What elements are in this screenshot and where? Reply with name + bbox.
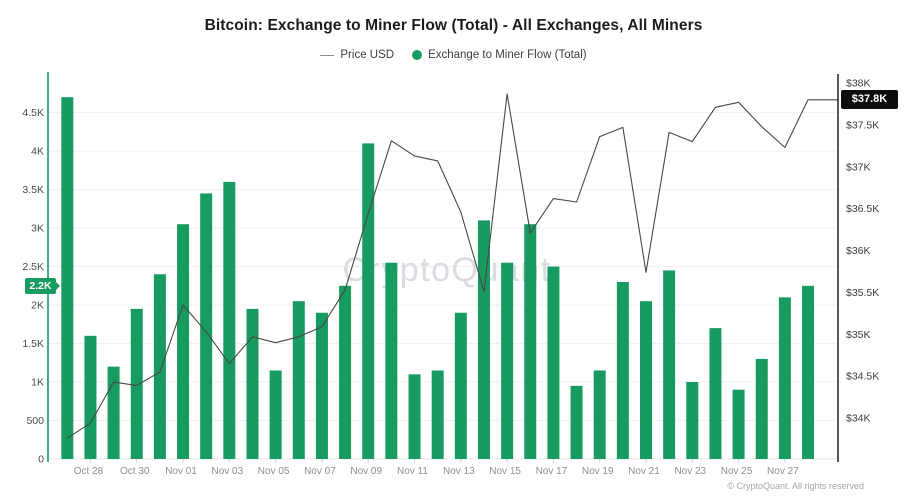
- flow-bar-nov-03[interactable]: [223, 181, 236, 459]
- right-axis-current-value-badge: $37.8K: [841, 90, 898, 110]
- flow-bar-nov-07[interactable]: [315, 312, 328, 459]
- x-axis-tick-label: Nov 19: [582, 466, 614, 477]
- right-axis-tick-label: $34K: [846, 413, 871, 425]
- chart-title: Bitcoin: Exchange to Miner Flow (Total) …: [204, 17, 703, 34]
- x-axis-tick-label: Nov 03: [211, 466, 243, 477]
- flow-bar-nov-15[interactable]: [501, 262, 514, 459]
- x-axis-tick-label: Nov 15: [489, 466, 521, 477]
- flow-bar-nov-17[interactable]: [547, 266, 560, 459]
- flow-bar-nov-21[interactable]: [640, 301, 652, 459]
- flow-bar-nov-13[interactable]: [454, 312, 467, 459]
- legend-item-flow[interactable]: Exchange to Miner Flow (Total): [412, 49, 587, 61]
- axis-labels: 0 500 1K 1.5K 2K 2.5K 3K 3.5K 4K 4.5K $34K $34.5K $3…: [22, 78, 879, 478]
- x-axis-tick-label: Nov 23: [674, 466, 706, 477]
- x-axis-tick-label: Nov 05: [258, 466, 290, 477]
- flow-bar-nov-19[interactable]: [593, 370, 606, 459]
- flow-bar-nov-16[interactable]: [524, 224, 537, 459]
- flow-bar-oct-31[interactable]: [153, 274, 166, 459]
- price-line-path[interactable]: [66, 93, 838, 439]
- legend: Price USD Exchange to Miner Flow (Total): [0, 49, 907, 61]
- right-axis-tick-label: $35K: [846, 329, 871, 341]
- x-axis-tick-label: Nov 07: [304, 466, 336, 477]
- flow-bar-nov-05[interactable]: [269, 370, 282, 459]
- flow-bar-nov-27[interactable]: [778, 297, 791, 459]
- x-axis-tick-label: Nov 25: [721, 466, 753, 477]
- left-axis-tick-label: 2.5K: [22, 261, 44, 273]
- flow-bar-nov-23[interactable]: [686, 382, 699, 459]
- left-axis-current-value-badge: 2.2K: [25, 277, 60, 294]
- flow-bar-nov-24[interactable]: [709, 328, 722, 459]
- right-axis-tick-label: $37K: [846, 161, 871, 173]
- legend-flow-label: Exchange to Miner Flow (Total): [428, 49, 587, 61]
- flow-bar-nov-20[interactable]: [616, 281, 629, 459]
- left-axis-tick-label: 3.5K: [22, 184, 44, 196]
- left-axis-tick-label: 1K: [31, 377, 44, 389]
- left-axis-tick-label: 0: [38, 454, 44, 466]
- right-axis-tick-label: $38K: [846, 78, 871, 90]
- flow-bar-oct-29[interactable]: [107, 366, 120, 459]
- left-axis-tick-label: 4.5K: [22, 107, 44, 119]
- flow-bar-nov-02[interactable]: [200, 193, 213, 459]
- right-axis-tick-label: $35.5K: [846, 287, 879, 299]
- flow-bar-nov-11[interactable]: [408, 374, 421, 459]
- flow-bar-nov-09[interactable]: [362, 143, 375, 459]
- flow-bar-nov-10[interactable]: [385, 262, 398, 459]
- x-axis-tick-label: Oct 28: [74, 466, 104, 477]
- copyright: © CryptoQuant. All rights reserved: [727, 481, 864, 491]
- flow-bar-nov-22[interactable]: [663, 270, 676, 459]
- flow-bar-oct-28[interactable]: [84, 335, 97, 459]
- legend-price-label: Price USD: [340, 49, 395, 61]
- x-axis-tick-label: Nov 27: [767, 466, 799, 477]
- x-axis-tick-label: Oct 30: [120, 466, 150, 477]
- left-axis-tick-label: 2K: [31, 300, 44, 312]
- watermark: CryptoQuant: [342, 251, 551, 289]
- left-axis-tick-label: 4K: [31, 146, 44, 158]
- flow-bar-nov-08[interactable]: [339, 285, 352, 459]
- price-line-swatch-icon: [320, 54, 335, 56]
- flow-bar-nov-28[interactable]: [802, 285, 815, 459]
- flow-bar-nov-04[interactable]: [246, 308, 259, 459]
- flow-bar-nov-06[interactable]: [292, 301, 305, 459]
- right-axis-tick-label: $37.5K: [846, 119, 879, 131]
- flow-bar-oct-30[interactable]: [130, 308, 143, 459]
- left-axis-tick-label: 500: [26, 415, 44, 427]
- x-axis-tick-label: Nov 01: [165, 466, 197, 477]
- right-axis-tick-label: $34.5K: [846, 371, 879, 383]
- x-axis-tick-label: Nov 13: [443, 466, 475, 477]
- flow-bar-nov-25[interactable]: [732, 389, 745, 459]
- x-axis-tick-label: Nov 09: [350, 466, 382, 477]
- axes: [47, 72, 839, 462]
- flow-bar-nov-26[interactable]: [755, 358, 768, 459]
- price-line: [66, 93, 838, 439]
- left-axis-tick-label: 1.5K: [22, 338, 44, 350]
- x-axis-tick-label: Nov 17: [536, 466, 568, 477]
- x-axis-tick-label: Nov 11: [397, 466, 428, 477]
- flow-dot-swatch-icon: [412, 50, 423, 60]
- flow-bar-oct-27[interactable]: [61, 97, 74, 460]
- flow-bar-nov-01[interactable]: [177, 224, 190, 459]
- x-axis-tick-label: Nov 21: [628, 466, 660, 477]
- flow-bar-nov-18[interactable]: [570, 385, 583, 459]
- right-axis-tick-label: $36K: [846, 245, 871, 257]
- flow-bar-nov-12[interactable]: [431, 370, 444, 459]
- left-axis-tick-label: 3K: [31, 223, 44, 235]
- right-axis-tick-label: $36.5K: [846, 203, 879, 215]
- legend-item-price[interactable]: Price USD: [320, 49, 394, 61]
